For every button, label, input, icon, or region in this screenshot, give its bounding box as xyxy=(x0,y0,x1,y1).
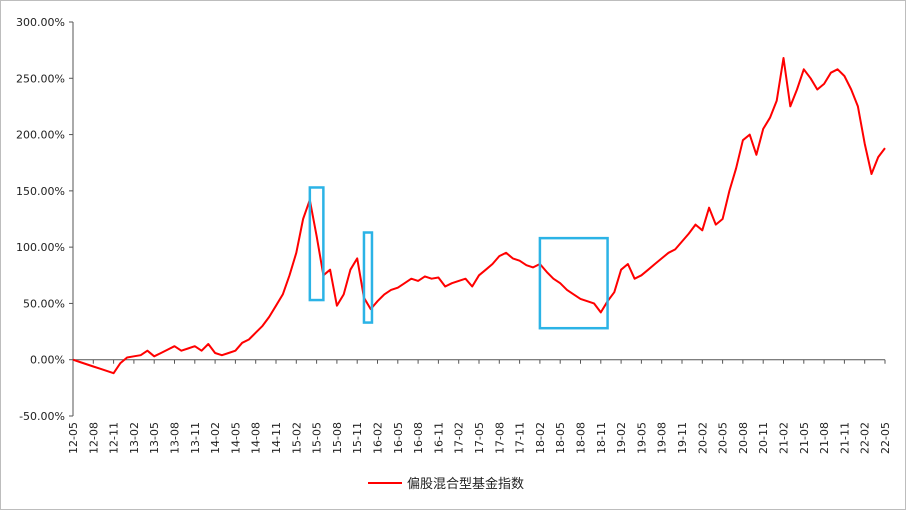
x-tick-label: 19-02 xyxy=(615,422,628,454)
x-tick-label: 22-05 xyxy=(879,422,892,454)
x-tick-label: 18-05 xyxy=(554,422,567,454)
x-tick-label: 18-11 xyxy=(595,422,608,454)
x-tick-label: 16-02 xyxy=(372,422,385,454)
x-tick-label: 13-02 xyxy=(128,422,141,454)
y-tick-label: 250.00% xyxy=(16,72,65,85)
x-tick-label: 17-08 xyxy=(493,422,506,454)
y-tick-label: 150.00% xyxy=(16,185,65,198)
x-tick-label: 16-08 xyxy=(412,422,425,454)
highlight-box xyxy=(362,231,374,324)
x-tick-label: 19-08 xyxy=(656,422,669,454)
highlight-box xyxy=(538,236,609,330)
x-tick-label: 17-11 xyxy=(514,422,527,454)
x-tick-label: 20-02 xyxy=(696,422,709,454)
x-tick-label: 21-05 xyxy=(798,422,811,454)
x-tick-label: 15-11 xyxy=(351,422,364,454)
x-tick-label: 22-02 xyxy=(859,422,872,454)
y-tick-label: 50.00% xyxy=(23,297,65,310)
x-tick-label: 16-05 xyxy=(392,422,405,454)
series-group xyxy=(72,57,886,375)
x-tick-label: 12-08 xyxy=(87,422,100,454)
x-tick-label: 15-08 xyxy=(331,422,344,454)
series-line xyxy=(72,57,886,375)
y-tick-label: -50.00% xyxy=(19,410,65,423)
y-axis: 300.00% 250.00% 200.00% 150.00% 100.00% 50.00… xyxy=(16,16,74,423)
x-tick-label: 18-08 xyxy=(575,422,588,454)
x-tick-label: 14-11 xyxy=(270,422,283,454)
y-tick-label: 300.00% xyxy=(16,16,65,29)
x-tick-label: 21-11 xyxy=(838,422,851,454)
legend: 偏股混合型基金指数 xyxy=(368,476,524,492)
x-tick-label: 14-05 xyxy=(229,422,242,454)
x-tick-label: 17-02 xyxy=(453,422,466,454)
x-tick-label: 21-02 xyxy=(778,422,791,454)
x-tick-label: 15-05 xyxy=(311,422,324,454)
y-tick-label: 0.00% xyxy=(30,354,65,367)
x-tick-label: 20-11 xyxy=(757,422,770,454)
x-tick-label: 12-11 xyxy=(108,422,121,454)
x-tick-label: 21-08 xyxy=(818,422,831,454)
x-tick-label: 16-11 xyxy=(432,422,445,454)
highlight-boxes xyxy=(308,186,609,330)
x-tick-label: 19-05 xyxy=(635,422,648,454)
y-tick-label: 100.00% xyxy=(16,241,65,254)
x-tick-label: 14-08 xyxy=(250,422,263,454)
x-tick-label: 20-08 xyxy=(737,422,750,454)
x-tick-label: 20-05 xyxy=(717,422,730,454)
x-tick-label: 13-11 xyxy=(189,422,202,454)
y-tick-label: 200.00% xyxy=(16,129,65,142)
x-tick-label: 12-05 xyxy=(67,422,80,454)
x-tick-label: 17-05 xyxy=(473,422,486,454)
highlight-box xyxy=(308,186,325,302)
x-tick-label: 19-11 xyxy=(676,422,689,454)
x-tick-label: 18-02 xyxy=(534,422,547,454)
x-axis: 12-05 12-08 12-11 13-02 13-05 13-08 13-11 14-02… xyxy=(67,359,892,454)
x-tick-label: 15-02 xyxy=(290,422,303,454)
x-tick-label: 14-02 xyxy=(209,422,222,454)
legend-label: 偏股混合型基金指数 xyxy=(407,476,524,492)
x-tick-label: 13-05 xyxy=(148,422,161,454)
x-tick-label: 13-08 xyxy=(169,422,182,454)
